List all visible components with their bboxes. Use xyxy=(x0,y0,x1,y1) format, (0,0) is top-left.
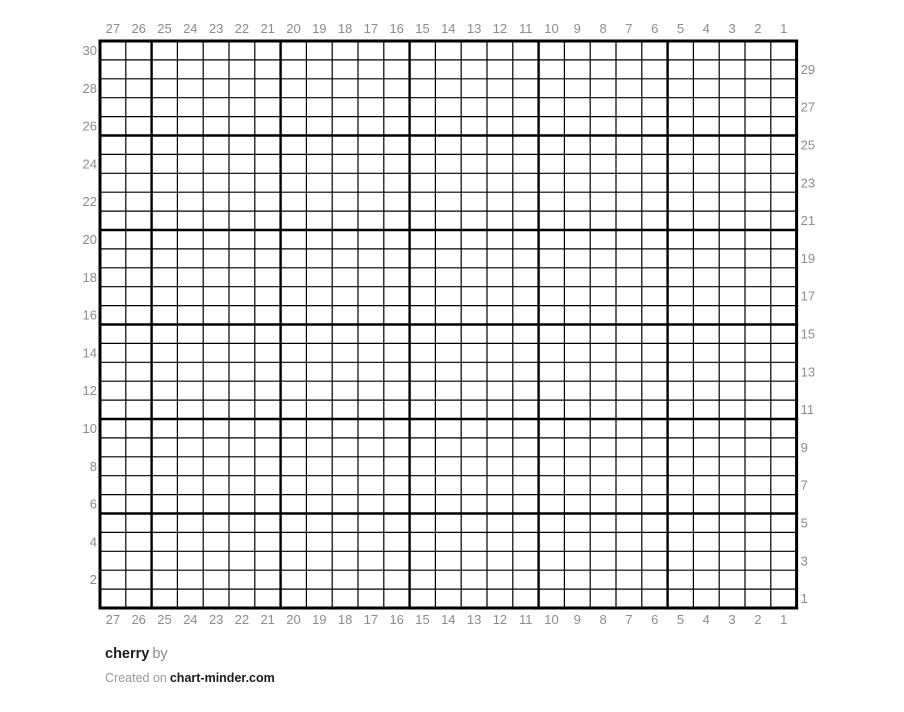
column-label-bottom: 19 xyxy=(312,612,326,627)
column-label-top: 17 xyxy=(364,21,378,36)
column-label-top: 6 xyxy=(651,21,658,36)
row-label-left: 8 xyxy=(90,459,97,474)
column-label-bottom: 27 xyxy=(106,612,120,627)
row-label-right: 19 xyxy=(801,251,815,266)
column-label-bottom: 11 xyxy=(519,612,533,627)
row-label-left: 26 xyxy=(83,119,97,134)
column-label-top: 20 xyxy=(286,21,300,36)
row-label-right: 15 xyxy=(801,326,815,341)
column-label-top: 8 xyxy=(599,21,606,36)
row-label-right: 17 xyxy=(801,289,815,304)
column-label-bottom: 17 xyxy=(364,612,378,627)
column-label-bottom: 26 xyxy=(131,612,145,627)
column-label-bottom: 15 xyxy=(415,612,429,627)
column-label-bottom: 9 xyxy=(574,612,581,627)
column-label-bottom: 14 xyxy=(441,612,455,627)
column-label-bottom: 5 xyxy=(677,612,684,627)
row-label-right: 29 xyxy=(801,62,815,77)
row-label-right: 1 xyxy=(801,591,808,606)
created-prefix: Created on xyxy=(105,671,167,685)
column-label-bottom: 24 xyxy=(183,612,197,627)
column-label-bottom: 25 xyxy=(157,612,171,627)
row-label-left: 30 xyxy=(83,43,97,58)
row-label-right: 27 xyxy=(801,100,815,115)
row-label-right: 21 xyxy=(801,213,815,228)
row-label-left: 4 xyxy=(90,534,97,549)
row-label-left: 14 xyxy=(83,345,97,360)
column-label-bottom: 3 xyxy=(728,612,735,627)
column-label-bottom: 7 xyxy=(625,612,632,627)
column-label-top: 1 xyxy=(780,21,787,36)
column-label-bottom: 22 xyxy=(235,612,249,627)
column-label-top: 13 xyxy=(467,21,481,36)
column-label-top: 3 xyxy=(728,21,735,36)
row-label-left: 12 xyxy=(83,383,97,398)
column-label-top: 15 xyxy=(415,21,429,36)
knitting-chart-grid: 27 26 25 24 23 22 21 20 19 18 17 16 15 14 13 12 11 10 9 8 7 6… xyxy=(83,21,816,627)
column-label-top: 9 xyxy=(574,21,581,36)
column-label-top: 25 xyxy=(157,21,171,36)
column-label-top: 2 xyxy=(754,21,761,36)
row-label-right: 3 xyxy=(801,553,808,568)
column-label-top: 12 xyxy=(493,21,507,36)
chart-title-line: cherry by xyxy=(105,646,275,662)
chart-footer: cherry by Created on chart-minder.com xyxy=(105,646,275,685)
column-label-bottom: 21 xyxy=(260,612,274,627)
row-label-right: 7 xyxy=(801,478,808,493)
column-label-top: 19 xyxy=(312,21,326,36)
column-label-top: 4 xyxy=(703,21,710,36)
row-label-right: 11 xyxy=(801,402,815,417)
column-label-bottom: 8 xyxy=(599,612,606,627)
column-label-top: 23 xyxy=(209,21,223,36)
column-label-bottom: 20 xyxy=(286,612,300,627)
site-link[interactable]: chart-minder.com xyxy=(169,671,275,685)
column-label-top: 11 xyxy=(519,21,533,36)
column-label-top: 5 xyxy=(677,21,684,36)
chart-byline: by xyxy=(152,646,168,662)
row-label-left: 28 xyxy=(83,81,97,96)
row-label-left: 10 xyxy=(83,421,97,436)
column-label-top: 27 xyxy=(106,21,120,36)
column-label-bottom: 10 xyxy=(544,612,558,627)
row-label-left: 6 xyxy=(90,497,97,512)
created-line: Created on chart-minder.com xyxy=(105,671,275,685)
chart-title: cherry xyxy=(105,646,150,662)
column-label-top: 22 xyxy=(235,21,249,36)
column-label-bottom: 23 xyxy=(209,612,223,627)
row-label-left: 24 xyxy=(83,156,97,171)
column-label-bottom: 12 xyxy=(493,612,507,627)
row-label-right: 9 xyxy=(801,440,808,455)
column-label-top: 21 xyxy=(260,21,274,36)
row-label-right: 5 xyxy=(801,515,808,530)
row-label-right: 25 xyxy=(801,137,815,152)
row-label-right: 13 xyxy=(801,364,815,379)
column-label-top: 7 xyxy=(625,21,632,36)
row-label-left: 16 xyxy=(83,308,97,323)
row-label-left: 2 xyxy=(90,572,97,587)
column-label-bottom: 2 xyxy=(754,612,761,627)
column-label-top: 24 xyxy=(183,21,197,36)
column-label-top: 18 xyxy=(338,21,352,36)
column-label-bottom: 18 xyxy=(338,612,352,627)
column-label-top: 10 xyxy=(544,21,558,36)
column-label-top: 14 xyxy=(441,21,455,36)
column-label-top: 16 xyxy=(389,21,403,36)
row-label-left: 18 xyxy=(83,270,97,285)
column-label-bottom: 16 xyxy=(389,612,403,627)
column-label-bottom: 1 xyxy=(780,612,787,627)
row-label-right: 23 xyxy=(801,175,815,190)
column-label-bottom: 6 xyxy=(651,612,658,627)
column-label-bottom: 13 xyxy=(467,612,481,627)
column-label-top: 26 xyxy=(131,21,145,36)
row-label-left: 22 xyxy=(83,194,97,209)
row-label-left: 20 xyxy=(83,232,97,247)
column-label-bottom: 4 xyxy=(703,612,710,627)
